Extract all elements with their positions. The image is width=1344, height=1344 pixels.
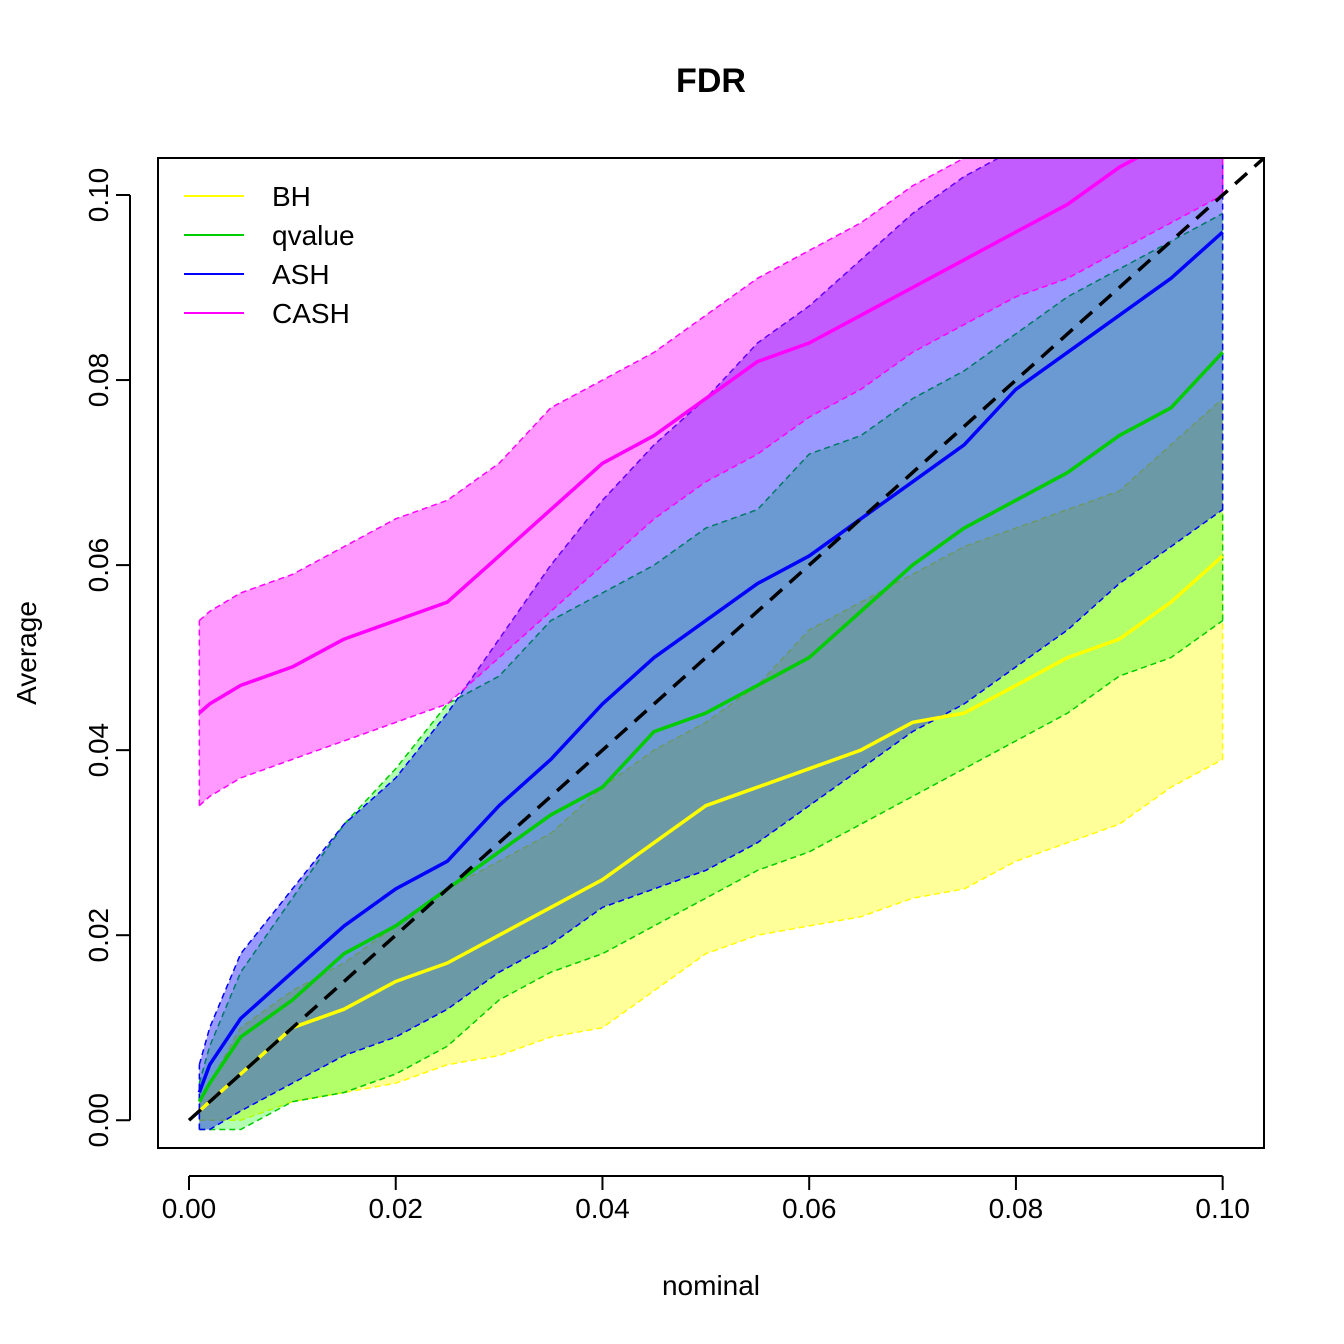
y-tick-label: 0.02 [83, 908, 114, 963]
qvalue-band-lower-edge [199, 619, 1224, 1131]
ash-band-upper-edge [198, 158, 1001, 1065]
legend: BH qvalue ASH CASH [184, 181, 355, 329]
y-tick-label: 0.00 [83, 1093, 114, 1148]
ash-band [199, 158, 1223, 1130]
bh-band-lower-edge [199, 758, 1224, 1121]
ash-band-lower-edge [199, 508, 1224, 1131]
x-axis-label: nominal [662, 1270, 760, 1301]
qvalue-legend-label: qvalue [272, 220, 355, 251]
plot-frame [157, 157, 1265, 1149]
x-tick-label: 0.06 [782, 1193, 837, 1224]
qvalue-mean-line [197, 351, 1224, 1103]
x-tick-label: 0.00 [162, 1193, 217, 1224]
mean-lines [187, 158, 1264, 1122]
confidence-bands [198, 158, 1224, 1131]
reference-diagonal-line [187, 158, 1264, 1122]
bh-mean-line [198, 554, 1224, 1113]
bh-band [199, 398, 1223, 1121]
y-axis: 0.00 0.02 0.04 0.06 0.08 0.10 [83, 168, 131, 1148]
ash-legend-label: ASH [272, 259, 330, 290]
y-tick-label: 0.04 [83, 723, 114, 778]
ash-mean-line [197, 230, 1224, 1094]
cash-mean-line [198, 158, 1141, 715]
x-tick-label: 0.04 [575, 1193, 630, 1224]
y-tick-label: 0.10 [83, 168, 114, 223]
cash-band-lower-edge [198, 194, 1224, 807]
bh-legend-label: BH [272, 181, 311, 212]
y-tick-label: 0.06 [83, 538, 114, 593]
bh-band-upper-edge [198, 398, 1224, 1103]
cash-band-upper-edge [198, 158, 966, 622]
x-tick-label: 0.08 [989, 1193, 1044, 1224]
chart-title: FDR [676, 62, 746, 100]
x-tick-label: 0.10 [1195, 1193, 1250, 1224]
qvalue-band-upper-edge [198, 212, 1224, 1084]
y-tick-label: 0.08 [83, 353, 114, 408]
cash-legend-label: CASH [272, 298, 350, 329]
y-axis-label: Average [11, 601, 42, 705]
x-axis: 0.00 0.02 0.04 0.06 0.08 0.10 [162, 1175, 1250, 1224]
x-tick-label: 0.02 [368, 1193, 423, 1224]
cash-band [199, 158, 1223, 806]
